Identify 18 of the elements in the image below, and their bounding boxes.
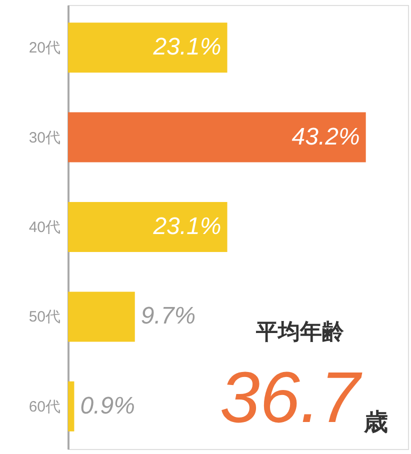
annotation: 36.7 (220, 358, 363, 438)
y-tick-label: 20代 (28, 40, 60, 57)
bar (68, 202, 228, 252)
bar (68, 22, 228, 73)
data-label: 23.1% (152, 213, 222, 240)
data-label: 0.9% (80, 392, 135, 420)
data-label: 23.1% (152, 34, 222, 61)
y-tick-label: 40代 (28, 219, 60, 236)
data-label: 9.7% (140, 302, 196, 330)
y-tick-label: 50代 (28, 308, 60, 326)
annotation: 歳 (363, 409, 388, 436)
bar (68, 381, 74, 432)
bar (68, 112, 366, 162)
annotation: 平均年齢 (255, 319, 345, 344)
y-tick-label: 60代 (28, 398, 60, 416)
data-label: 43.2% (292, 123, 360, 150)
y-tick-label: 30代 (28, 129, 60, 146)
bar (68, 292, 135, 342)
